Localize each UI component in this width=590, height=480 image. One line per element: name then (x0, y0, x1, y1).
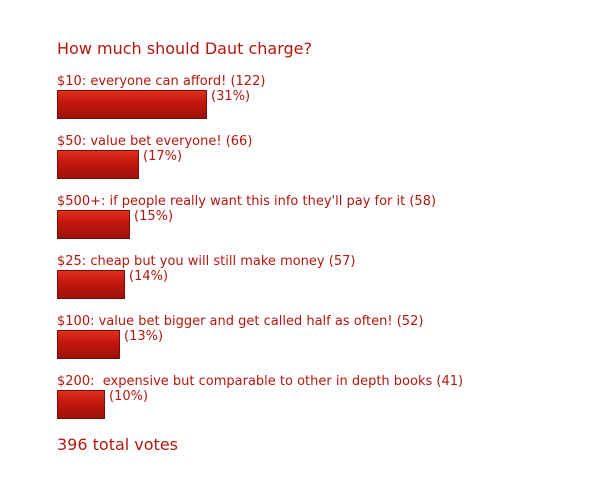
result-bar (57, 390, 105, 419)
poll: How much should Daut charge? $10: everyo… (57, 38, 577, 456)
percent-label: (15%) (134, 209, 174, 224)
percent-label: (14%) (129, 269, 169, 284)
result-bar (57, 270, 125, 299)
bar-row: (14%) (57, 269, 577, 301)
bar-row: (31%) (57, 89, 577, 121)
percent-label: (17%) (143, 149, 183, 164)
result-bar (57, 90, 207, 119)
option-label: $200: expensive but comparable to other … (57, 374, 464, 389)
option-label: $100: value bet bigger and get called ha… (57, 314, 424, 329)
percent-label: (13%) (124, 329, 164, 344)
poll-option: $50: value bet everyone! (66) (17%) (57, 134, 577, 181)
total-votes: 396 total votes (57, 435, 179, 454)
poll-title: How much should Daut charge? (57, 39, 312, 58)
option-label: $50: value bet everyone! (66) (57, 134, 253, 149)
percent-label: (10%) (109, 389, 149, 404)
option-label: $25: cheap but you will still make money… (57, 254, 356, 269)
poll-option: $10: everyone can afford! (122) (31%) (57, 74, 577, 121)
bar-row: (13%) (57, 329, 577, 361)
option-label: $500+: if people really want this info t… (57, 194, 437, 209)
poll-option: $100: value bet bigger and get called ha… (57, 314, 577, 361)
poll-option: $200: expensive but comparable to other … (57, 374, 577, 421)
option-label: $10: everyone can afford! (122) (57, 74, 266, 89)
result-bar (57, 150, 139, 179)
bar-row: (10%) (57, 389, 577, 421)
poll-option: $25: cheap but you will still make money… (57, 254, 577, 301)
bar-row: (17%) (57, 149, 577, 181)
bar-row: (15%) (57, 209, 577, 241)
result-bar (57, 330, 120, 359)
result-bar (57, 210, 130, 239)
percent-label: (31%) (211, 89, 251, 104)
poll-option: $500+: if people really want this info t… (57, 194, 577, 241)
